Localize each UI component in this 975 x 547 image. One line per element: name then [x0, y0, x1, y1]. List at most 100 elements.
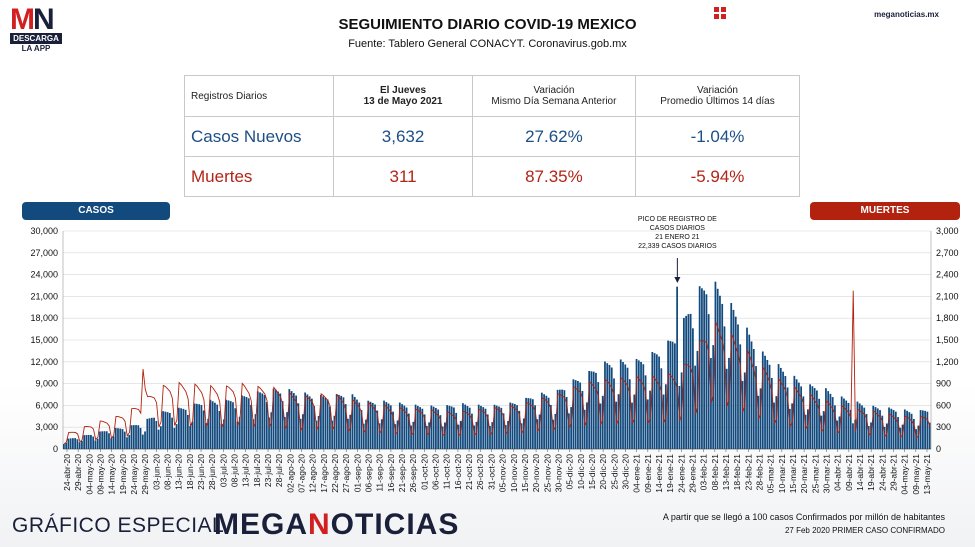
bar-casos — [232, 402, 234, 449]
bar-casos — [613, 378, 615, 449]
bar-casos — [187, 414, 189, 449]
bar-casos — [117, 428, 119, 449]
bar-casos — [419, 407, 421, 449]
x-tick-label: 11-oct-20 — [442, 454, 452, 490]
bar-casos — [581, 390, 584, 449]
bar-casos — [858, 403, 861, 449]
bar-casos — [626, 367, 629, 449]
bar-casos — [462, 403, 464, 449]
bar-casos — [531, 399, 534, 449]
bar-casos — [689, 313, 692, 449]
bar-casos — [534, 405, 536, 449]
bar-casos — [757, 395, 760, 449]
x-tick-label: 19-may-20 — [118, 454, 128, 495]
y-left-tick-label: 6,000 — [35, 400, 58, 410]
bar-casos — [353, 396, 356, 449]
bar-casos — [105, 431, 108, 449]
header-var-14-sub: Promedio Últimos 14 días — [660, 96, 775, 107]
bar-casos — [906, 410, 908, 449]
bar-casos — [730, 302, 733, 449]
bar-casos — [247, 398, 250, 449]
bar-casos — [705, 294, 708, 449]
bar-casos — [538, 414, 541, 449]
bar-casos — [207, 418, 210, 449]
bar-casos — [655, 354, 658, 449]
bar-casos — [779, 367, 782, 449]
x-tick-label: 13-feb-21 — [721, 454, 731, 491]
bar-casos — [500, 407, 503, 449]
bar-casos — [92, 436, 95, 449]
x-tick-label: 18-jun-20 — [185, 454, 195, 490]
bar-casos — [635, 358, 638, 449]
x-tick-label: 26-oct-20 — [475, 454, 485, 490]
bar-casos — [435, 407, 437, 449]
bar-casos — [72, 438, 74, 449]
bar-casos — [692, 328, 694, 449]
x-tick-label: 10-nov-20 — [509, 454, 519, 493]
x-tick-label: 01-oct-20 — [419, 454, 429, 490]
table-row-casos: Casos Nuevos 3,632 27.62% -1.04% — [183, 116, 800, 157]
bar-casos — [899, 427, 902, 449]
bar-casos — [270, 412, 273, 449]
y-left-tick-label: 18,000 — [30, 313, 58, 323]
bar-casos — [81, 440, 83, 449]
bar-casos — [703, 290, 706, 449]
bar-casos — [342, 397, 345, 449]
bar-casos — [908, 412, 911, 449]
bar-casos — [448, 405, 451, 449]
header-var-week-sub: Mismo Día Semana Anterior — [491, 96, 617, 107]
bar-casos — [365, 419, 367, 449]
bar-casos — [486, 414, 489, 449]
app-logo[interactable]: MN DESCARGA LA APP — [10, 5, 62, 53]
bar-casos — [347, 418, 349, 449]
bar-casos — [301, 414, 304, 449]
bar-casos — [299, 418, 302, 449]
bar-casos — [153, 417, 155, 449]
bar-casos — [698, 286, 701, 449]
bar-casos — [917, 425, 920, 449]
bar-casos — [924, 410, 926, 449]
peak-annotation-line: PICO DE REGISTRO DE — [638, 216, 717, 223]
bar-casos — [155, 421, 158, 449]
bar-casos — [527, 398, 530, 449]
bar-casos — [604, 361, 606, 449]
logo-mark: MN — [10, 5, 62, 35]
x-tick-label: 23-jul-20 — [263, 454, 273, 487]
bar-casos — [879, 410, 881, 449]
y-left-tick-label: 30,000 — [30, 226, 58, 236]
bar-casos — [317, 416, 320, 449]
bar-casos — [475, 421, 478, 449]
bar-casos — [126, 437, 128, 449]
bar-casos — [374, 404, 376, 449]
y-left-tick-label: 27,000 — [30, 248, 58, 258]
bar-casos — [218, 410, 221, 449]
bar-casos — [96, 438, 99, 449]
x-tick-label: 30-nov-20 — [553, 454, 563, 493]
grid-menu-icon[interactable] — [714, 7, 726, 19]
bar-casos — [256, 391, 259, 449]
bar-casos — [809, 384, 812, 449]
bar-casos — [123, 431, 126, 449]
bar-casos — [292, 393, 295, 449]
bar-casos — [601, 395, 604, 449]
bar-casos — [513, 404, 516, 449]
bar-casos — [759, 388, 762, 449]
x-tick-label: 25-nov-20 — [542, 454, 552, 493]
casos-var-14: -1.04% — [635, 116, 800, 157]
footer-brand: MEGANOTICIAS — [214, 508, 459, 542]
bar-casos — [583, 409, 586, 449]
bar-casos — [288, 389, 291, 449]
bar-casos — [329, 406, 331, 449]
bar-casos — [227, 400, 230, 449]
x-tick-label: 06-oct-20 — [431, 454, 441, 490]
y-right-tick-label: 2,400 — [936, 270, 959, 280]
bar-casos — [468, 407, 471, 449]
bar-casos — [903, 409, 906, 449]
site-link[interactable]: meganoticias.mx — [874, 10, 939, 19]
bar-casos — [407, 413, 410, 449]
header-registros: Registros Diarios — [183, 75, 335, 117]
bar-casos — [340, 395, 343, 449]
bar-casos — [660, 368, 663, 449]
bar-casos — [220, 423, 223, 449]
x-tick-label: 08-jun-20 — [163, 454, 173, 490]
